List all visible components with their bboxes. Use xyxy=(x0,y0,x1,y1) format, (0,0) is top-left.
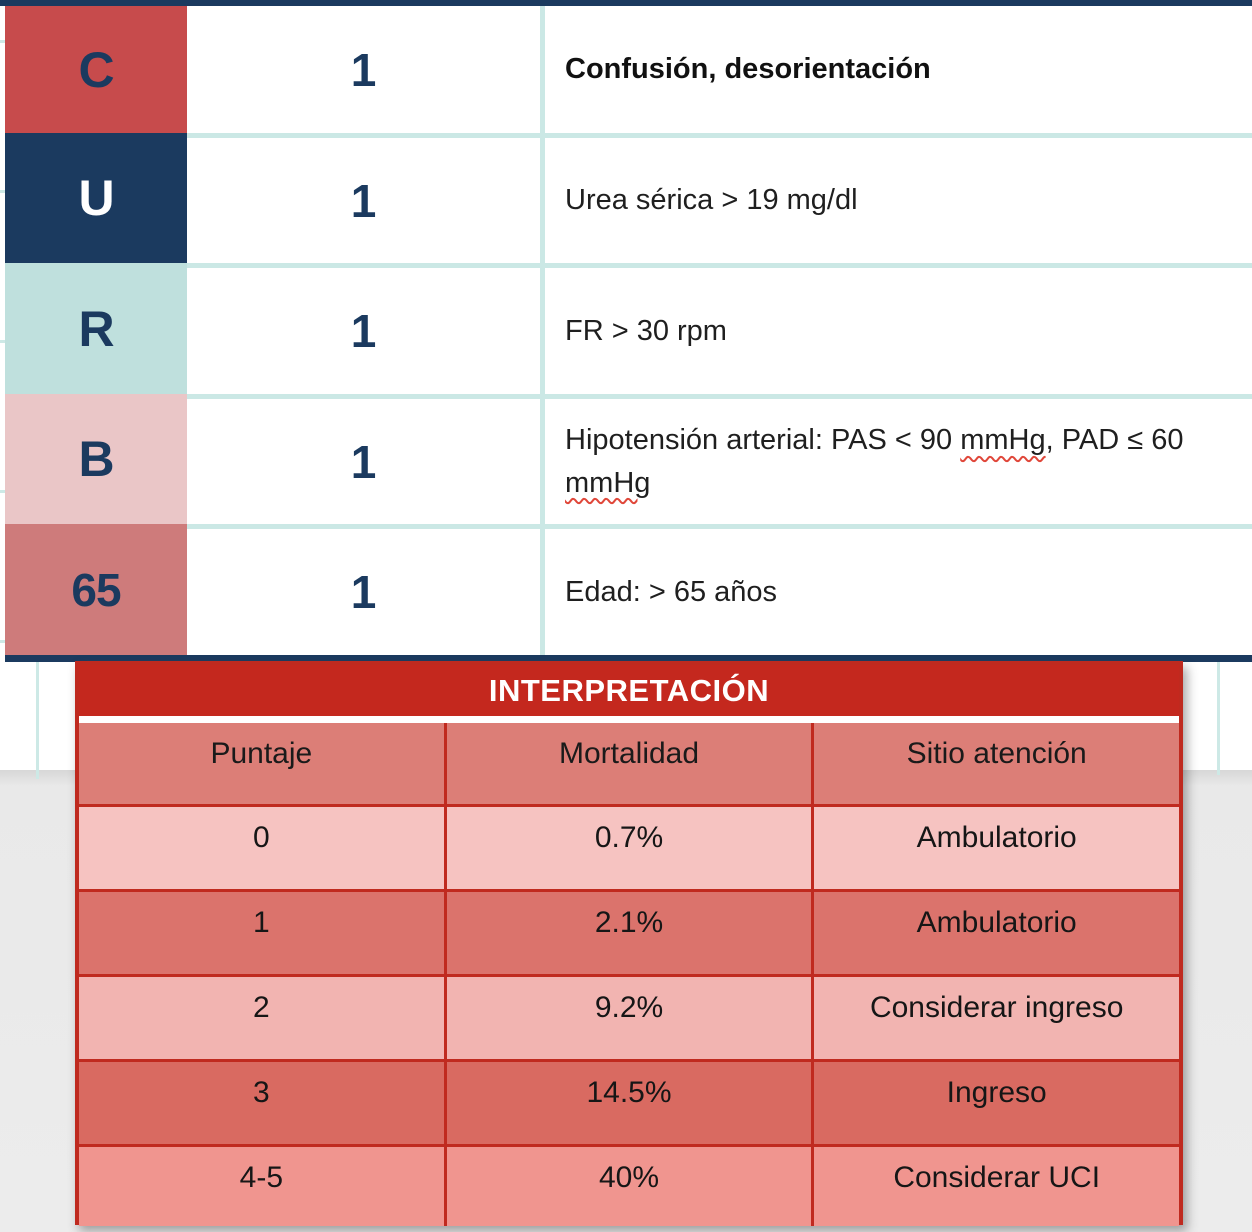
letter-cell-c: C xyxy=(5,6,187,133)
column-header-row: Puntaje Mortalidad Sitio atención xyxy=(79,723,1179,804)
table-row: 0 0.7% Ambulatorio xyxy=(79,804,1179,889)
cell-sitio: Ambulatorio xyxy=(811,892,1179,974)
column-header-mortalidad: Mortalidad xyxy=(443,723,812,804)
description-text: Urea sérica > 19 mg/dl xyxy=(565,184,858,217)
letter-cell-r: R xyxy=(5,263,187,394)
description-text: FR > 30 rpm xyxy=(565,314,727,347)
letter-cell-u: U xyxy=(5,133,187,263)
cell-mortalidad: 9.2% xyxy=(443,977,812,1059)
description-cell: Urea sérica > 19 mg/dl xyxy=(540,133,1252,263)
curb65-rows: C 1 Confusión, desorientación U 1 Urea s… xyxy=(0,6,1252,655)
background-grid-line xyxy=(1217,661,1220,775)
spellcheck-word: mmHg xyxy=(565,466,651,499)
description-cell: Hipotensión arterial: PAS < 90 mmHg, PAD… xyxy=(540,394,1252,524)
background-grid-tick xyxy=(0,340,6,343)
table-row: 4-5 40% Considerar UCI xyxy=(79,1144,1179,1226)
letter-cell-b: B xyxy=(5,394,187,524)
curb65-table-bottom-border xyxy=(5,655,1252,662)
description-part: , PAD ≤ 60 xyxy=(1045,424,1184,457)
cell-sitio: Ingreso xyxy=(811,1062,1179,1144)
column-header-sitio: Sitio atención xyxy=(811,723,1179,804)
score-cell: 1 xyxy=(187,524,540,655)
description-cell: FR > 30 rpm xyxy=(540,263,1252,394)
cell-mortalidad: 0.7% xyxy=(443,807,812,889)
cell-mortalidad: 14.5% xyxy=(443,1062,812,1144)
background-grid-line xyxy=(36,661,39,779)
cell-sitio: Ambulatorio xyxy=(811,807,1179,889)
score-cell: 1 xyxy=(187,394,540,524)
table-row: 2 9.2% Considerar ingreso xyxy=(79,974,1179,1059)
description-text: Edad: > 65 años xyxy=(565,575,778,608)
cell-puntaje: 1 xyxy=(252,906,270,939)
table-row-65: 65 1 Edad: > 65 años xyxy=(0,524,1252,655)
curb65-table-top-border xyxy=(0,0,1252,6)
cell-puntaje: 0 xyxy=(252,821,270,854)
description-text: Hipotensión arterial: PAS < 90 mmHg, PAD… xyxy=(565,419,1230,503)
letter-cell-65: 65 xyxy=(5,524,187,655)
background-grid-tick xyxy=(0,490,6,493)
spellcheck-word: mmHg xyxy=(960,424,1046,457)
description-text: Confusión, desorientación xyxy=(565,53,931,86)
cell-puntaje: 4-5 xyxy=(239,1161,284,1194)
table-row-r: R 1 FR > 30 rpm xyxy=(0,263,1252,394)
table-row-b: B 1 Hipotensión arterial: PAS < 90 mmHg,… xyxy=(0,394,1252,524)
background-grid-tick xyxy=(0,40,6,43)
column-header-puntaje: Puntaje xyxy=(210,737,313,770)
table-row-u: U 1 Urea sérica > 19 mg/dl xyxy=(0,133,1252,263)
cell-mortalidad: 40% xyxy=(443,1147,812,1226)
cell-puntaje: 2 xyxy=(252,991,270,1024)
table-row: 3 14.5% Ingreso xyxy=(79,1059,1179,1144)
header-separator xyxy=(79,716,1179,723)
cell-sitio: Considerar UCI xyxy=(811,1147,1179,1226)
interpretation-table: INTERPRETACIÓN Puntaje Mortalidad Sitio … xyxy=(75,661,1183,1226)
description-cell: Confusión, desorientación xyxy=(540,6,1252,133)
cell-mortalidad: 2.1% xyxy=(443,892,812,974)
background-grid-tick xyxy=(0,190,6,193)
interpretation-title: INTERPRETACIÓN xyxy=(79,665,1179,716)
score-cell: 1 xyxy=(187,263,540,394)
background-grid-tick xyxy=(0,640,6,643)
table-row-c: C 1 Confusión, desorientación xyxy=(0,6,1252,133)
cell-sitio: Considerar ingreso xyxy=(811,977,1179,1059)
description-part: Hipotensión arterial: PAS < 90 xyxy=(565,424,961,457)
score-cell: 1 xyxy=(187,133,540,263)
cell-puntaje: 3 xyxy=(252,1076,270,1109)
table-row: 1 2.1% Ambulatorio xyxy=(79,889,1179,974)
description-cell: Edad: > 65 años xyxy=(540,524,1252,655)
score-cell: 1 xyxy=(187,6,540,133)
